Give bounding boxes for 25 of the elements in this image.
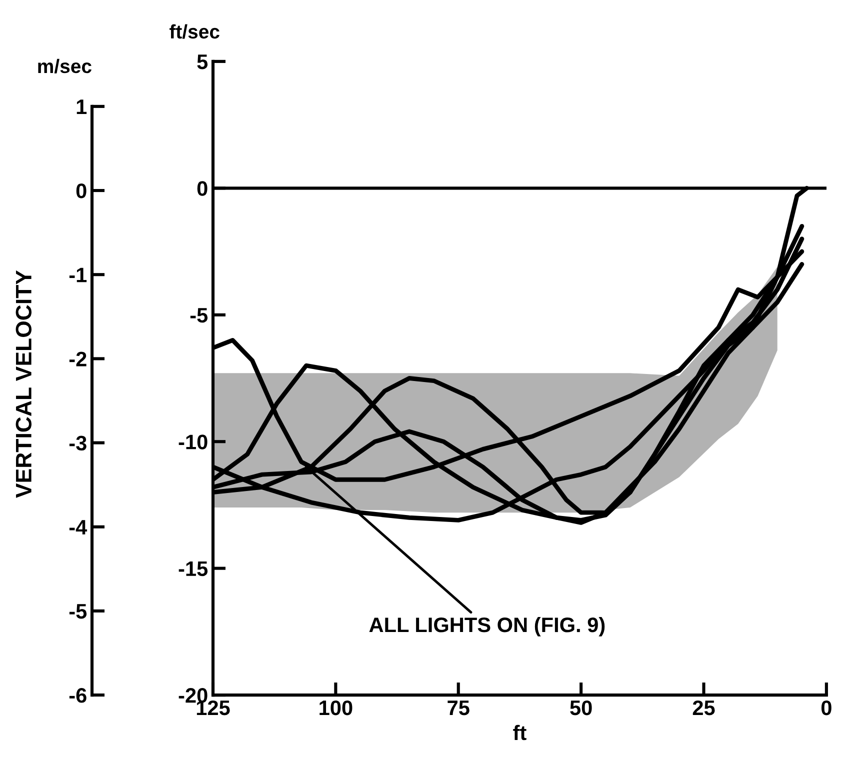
y-tick-label: -15 — [178, 562, 208, 576]
text: VERTICAL VELOCITY — [16, 270, 32, 498]
y2-tick-label: 1 — [76, 100, 87, 114]
y2-axis-title: m/sec — [38, 58, 92, 74]
x-tick-label: 50 — [570, 700, 592, 716]
y2-tick-label: -2 — [69, 352, 86, 366]
y-tick-label: -20 — [178, 688, 208, 703]
y2-tick-label: 0 — [76, 184, 86, 198]
y-tick-label: -5 — [190, 308, 208, 323]
x-tick-label: 25 — [692, 700, 715, 716]
x-tick-label: 125 — [196, 700, 230, 716]
y2-tick-label: -5 — [69, 604, 87, 619]
y2-tick-label: -3 — [69, 436, 86, 451]
y2-tick-label: -6 — [69, 688, 86, 703]
x-tick-label: 100 — [320, 700, 352, 716]
x-tick-label: 75 — [448, 700, 470, 716]
x-axis-title: ft — [513, 724, 526, 740]
x-tick-label: 0 — [821, 700, 832, 716]
y-tick-label: 0 — [197, 181, 208, 196]
y-axis-title: ft/sec — [170, 24, 220, 39]
y2-tick-label: -4 — [69, 520, 88, 534]
y-tick-label: -10 — [178, 434, 208, 450]
y-tick-label: 5 — [197, 54, 208, 70]
y2-tick-label: -1 — [69, 268, 87, 282]
annotation: ALL LIGHTS ON (FIG. 9) — [369, 616, 605, 636]
